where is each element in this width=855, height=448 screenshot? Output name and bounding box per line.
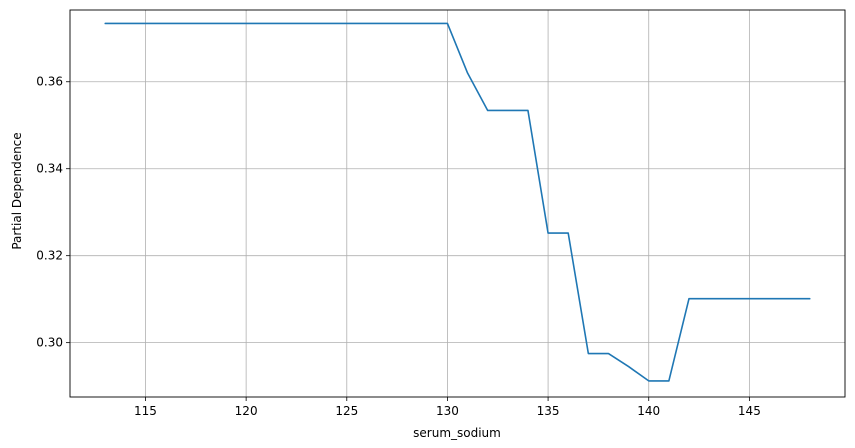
y-tick-label: 0.30 (36, 336, 63, 350)
y-tick-label: 0.34 (36, 162, 63, 176)
plot-frame (69, 9, 846, 398)
x-tick-label: 135 (537, 404, 560, 418)
grid-layer (70, 10, 845, 397)
partial-dependence-line (104, 22, 811, 382)
x-tick-label: 125 (335, 404, 358, 418)
y-axis-label: Partial Dependence (10, 132, 24, 249)
y-tick-label: 0.36 (36, 75, 63, 89)
x-tick-label: 130 (436, 404, 459, 418)
axes-layer (69, 9, 846, 398)
x-tick-label: 145 (738, 404, 761, 418)
data-layer (104, 22, 811, 382)
x-tick-label: 120 (235, 404, 258, 418)
x-tick-label: 140 (637, 404, 660, 418)
x-tick-label: 115 (134, 404, 157, 418)
x-axis-label: serum_sodium (413, 426, 501, 440)
y-tick-label: 0.32 (36, 249, 63, 263)
tick-layer: 115 120 125 130 135 140 145 0.30 0.32 0.34 0.36 (36, 75, 761, 418)
